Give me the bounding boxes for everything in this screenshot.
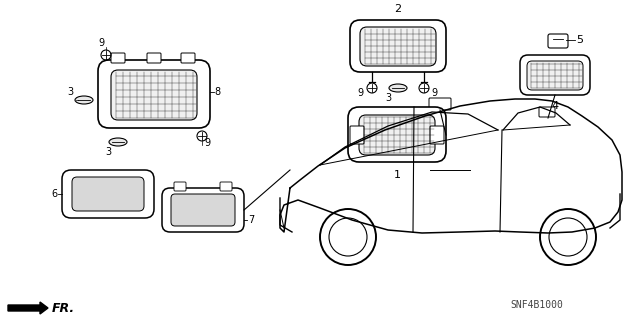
FancyBboxPatch shape [174,182,186,191]
FancyBboxPatch shape [359,115,435,155]
Text: 3: 3 [385,93,391,103]
FancyBboxPatch shape [98,60,210,128]
Text: 3: 3 [105,147,111,157]
Text: FR.: FR. [52,301,75,315]
Text: 6: 6 [51,189,57,199]
FancyBboxPatch shape [539,107,555,117]
FancyBboxPatch shape [72,177,144,211]
Text: 9: 9 [357,88,363,98]
Ellipse shape [389,84,407,92]
Text: 8: 8 [214,87,220,97]
FancyBboxPatch shape [360,27,436,66]
FancyBboxPatch shape [171,194,235,226]
FancyBboxPatch shape [181,53,195,63]
Ellipse shape [109,138,127,146]
FancyBboxPatch shape [111,70,197,120]
Ellipse shape [75,96,93,104]
Text: 3: 3 [67,87,73,97]
FancyBboxPatch shape [350,20,446,72]
FancyBboxPatch shape [350,126,364,144]
Text: 4: 4 [552,101,559,111]
Text: 9: 9 [98,38,104,48]
FancyBboxPatch shape [220,182,232,191]
FancyBboxPatch shape [520,55,590,95]
Text: 9: 9 [431,88,437,98]
FancyBboxPatch shape [62,170,154,218]
Text: 7: 7 [248,215,254,225]
FancyBboxPatch shape [111,53,125,63]
FancyBboxPatch shape [548,34,568,48]
Text: SNF4B1000: SNF4B1000 [510,300,563,310]
Text: 1: 1 [394,170,401,180]
FancyBboxPatch shape [527,61,583,90]
FancyBboxPatch shape [430,126,444,144]
FancyBboxPatch shape [348,107,446,162]
FancyBboxPatch shape [147,53,161,63]
Polygon shape [8,302,48,314]
Text: 9: 9 [204,138,210,148]
Text: 5: 5 [576,35,583,45]
FancyBboxPatch shape [162,188,244,232]
Text: 2: 2 [394,4,401,14]
FancyBboxPatch shape [429,98,451,110]
